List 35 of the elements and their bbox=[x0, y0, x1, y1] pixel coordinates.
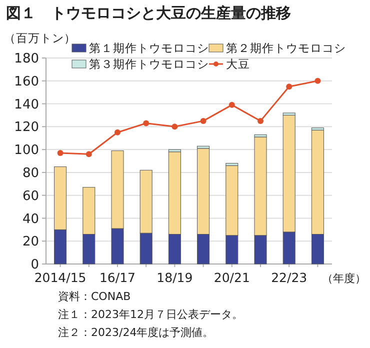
text: 資料：CONAB bbox=[58, 290, 131, 303]
y-tick-label: 100 bbox=[14, 143, 39, 158]
x-tick-label: 20/21 bbox=[214, 270, 250, 285]
y-tick-label: 120 bbox=[14, 120, 39, 136]
chart-title: 図１ トウモロコシと大豆の生産量の推移 bbox=[6, 4, 291, 22]
x-tick-label: 2014/15 bbox=[34, 270, 86, 285]
y-tick-label: 40 bbox=[22, 212, 39, 227]
text: 注１：2023年12月７日公表データ。 bbox=[58, 308, 243, 321]
y-tick-label: 60 bbox=[22, 188, 39, 204]
point bbox=[228, 102, 235, 108]
x-tick-label: 22/23 bbox=[271, 270, 308, 285]
point bbox=[86, 151, 92, 158]
legend-label: 第２期作トウモロコシ bbox=[226, 41, 346, 56]
y-tick-label: 20 bbox=[22, 234, 39, 250]
x-axis-title: （年度） bbox=[322, 272, 366, 285]
point bbox=[314, 78, 321, 84]
y-tick-label: 0 bbox=[30, 258, 39, 273]
y-axis-title: （百万トン） bbox=[4, 31, 76, 45]
x-tick-label: 16/17 bbox=[99, 270, 136, 285]
point bbox=[258, 118, 264, 124]
point bbox=[57, 150, 64, 156]
y-tick-label: 80 bbox=[22, 166, 39, 181]
y-tick-label: 180 bbox=[14, 52, 39, 67]
point bbox=[114, 129, 120, 136]
y-tick-label: 140 bbox=[14, 97, 39, 112]
legend-label: 第３期作トウモロコシ bbox=[89, 57, 209, 72]
y-tick-label: 160 bbox=[14, 74, 39, 90]
legend-label: 第１期作トウモロコシ bbox=[89, 41, 209, 56]
text: 注２：2023/24年度は予測値。 bbox=[58, 326, 214, 339]
point bbox=[143, 120, 150, 126]
point bbox=[200, 118, 206, 124]
point bbox=[172, 124, 178, 130]
point bbox=[286, 84, 292, 90]
legend-label: 大豆 bbox=[226, 57, 250, 72]
x-tick-label: 18/19 bbox=[156, 270, 193, 285]
